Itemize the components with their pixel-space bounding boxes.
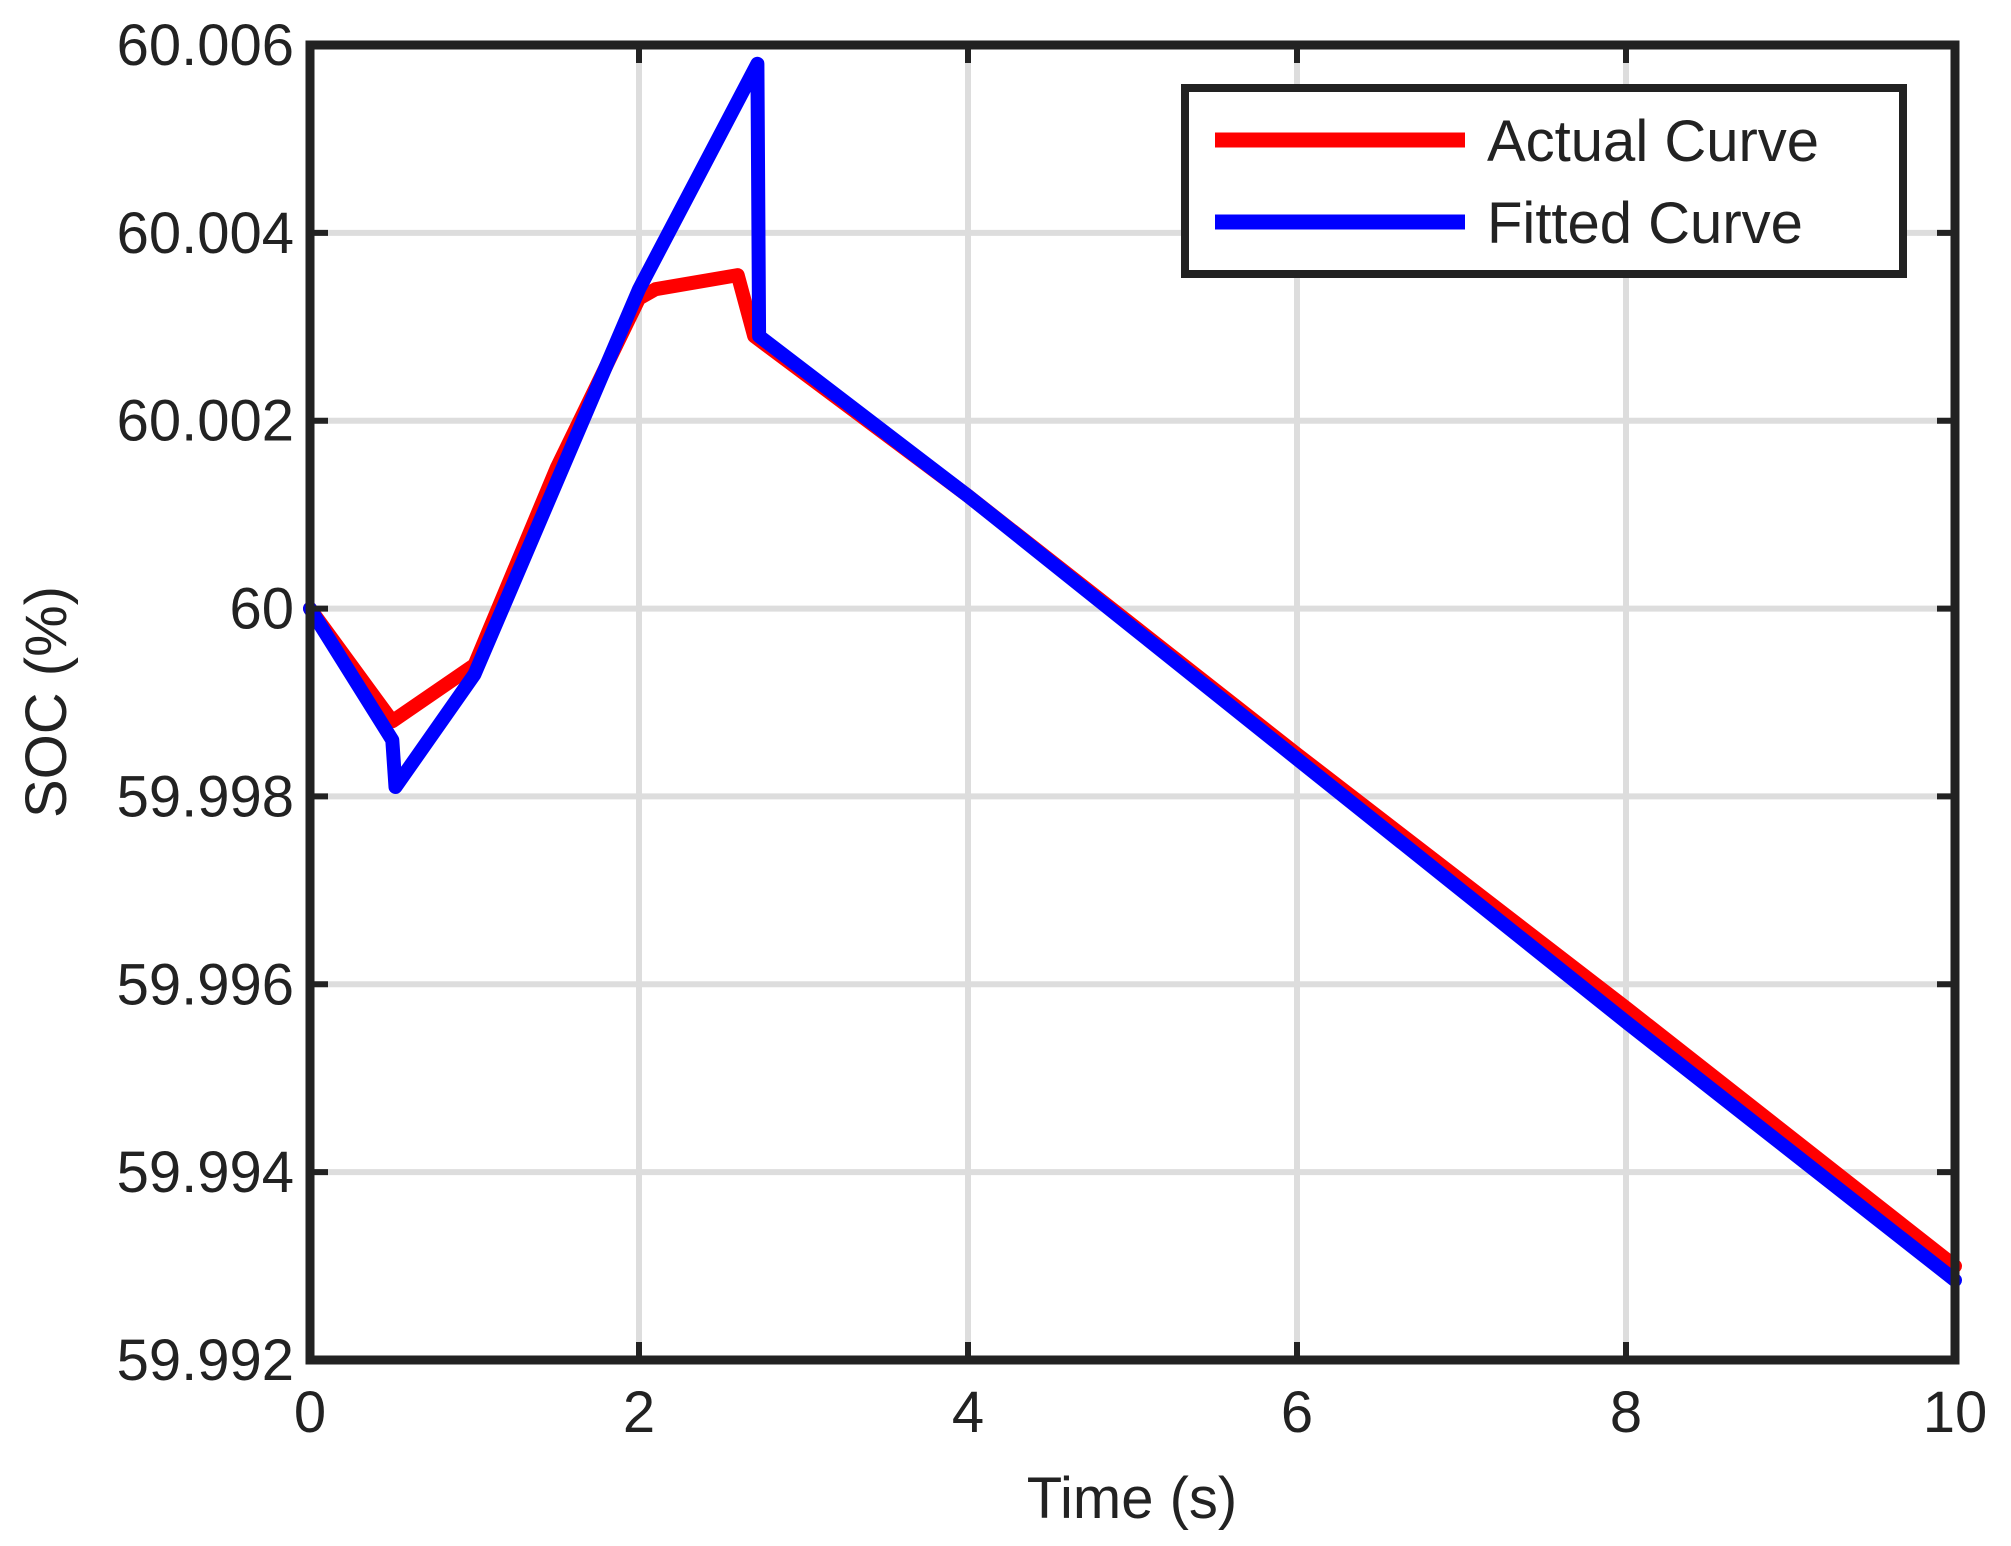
x-tick-label-1: 2 bbox=[623, 1380, 655, 1445]
plot-frame bbox=[305, 40, 1960, 1365]
legend-box bbox=[1181, 84, 1907, 278]
y-tick-label-0: 59.992 bbox=[117, 1328, 294, 1393]
series-lines bbox=[303, 56, 1962, 1288]
x-tick-label-4: 8 bbox=[1610, 1380, 1642, 1445]
legend: Actual Curve Fitted Curve bbox=[1181, 84, 1907, 278]
x-tick-label-5: 10 bbox=[1923, 1380, 1988, 1445]
y-tick-label-6: 60.004 bbox=[117, 201, 294, 266]
x-tick-label-2: 4 bbox=[952, 1380, 984, 1445]
y-tick-label-3: 59.998 bbox=[117, 764, 294, 829]
y-tick-label-1: 59.994 bbox=[117, 1140, 294, 1205]
y-tick-label-5: 60.002 bbox=[117, 389, 294, 454]
y-axis-title: SOC (%) bbox=[14, 586, 79, 818]
y-tick-label-2: 59.996 bbox=[117, 952, 294, 1017]
fitted-curve-line bbox=[303, 56, 1962, 1288]
y-tick-label-7: 60.006 bbox=[117, 13, 294, 78]
y-tick-label-4: 60 bbox=[229, 577, 294, 642]
legend-label-actual: Actual Curve bbox=[1487, 109, 1819, 174]
x-tick-label-0: 0 bbox=[294, 1380, 326, 1445]
legend-label-fitted: Fitted Curve bbox=[1487, 191, 1803, 256]
tick-labels: 0 2 4 6 8 10 59.992 59.994 59.996 59.998 60 60.002 6… bbox=[117, 13, 1988, 1445]
x-axis-title: Time (s) bbox=[1027, 1466, 1237, 1531]
x-tick-label-3: 6 bbox=[1281, 1380, 1313, 1445]
axis-ticks bbox=[307, 42, 1958, 1363]
